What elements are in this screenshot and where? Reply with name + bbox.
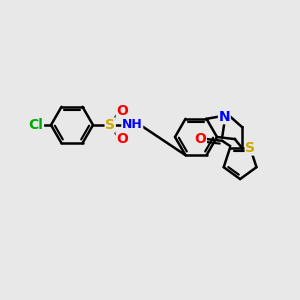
Text: N: N xyxy=(218,110,230,124)
Text: Cl: Cl xyxy=(28,118,44,132)
Text: NH: NH xyxy=(122,118,142,131)
Text: S: S xyxy=(105,118,115,132)
Text: O: O xyxy=(116,104,128,118)
Text: O: O xyxy=(116,132,128,146)
Text: O: O xyxy=(194,132,206,146)
Text: S: S xyxy=(245,141,255,155)
